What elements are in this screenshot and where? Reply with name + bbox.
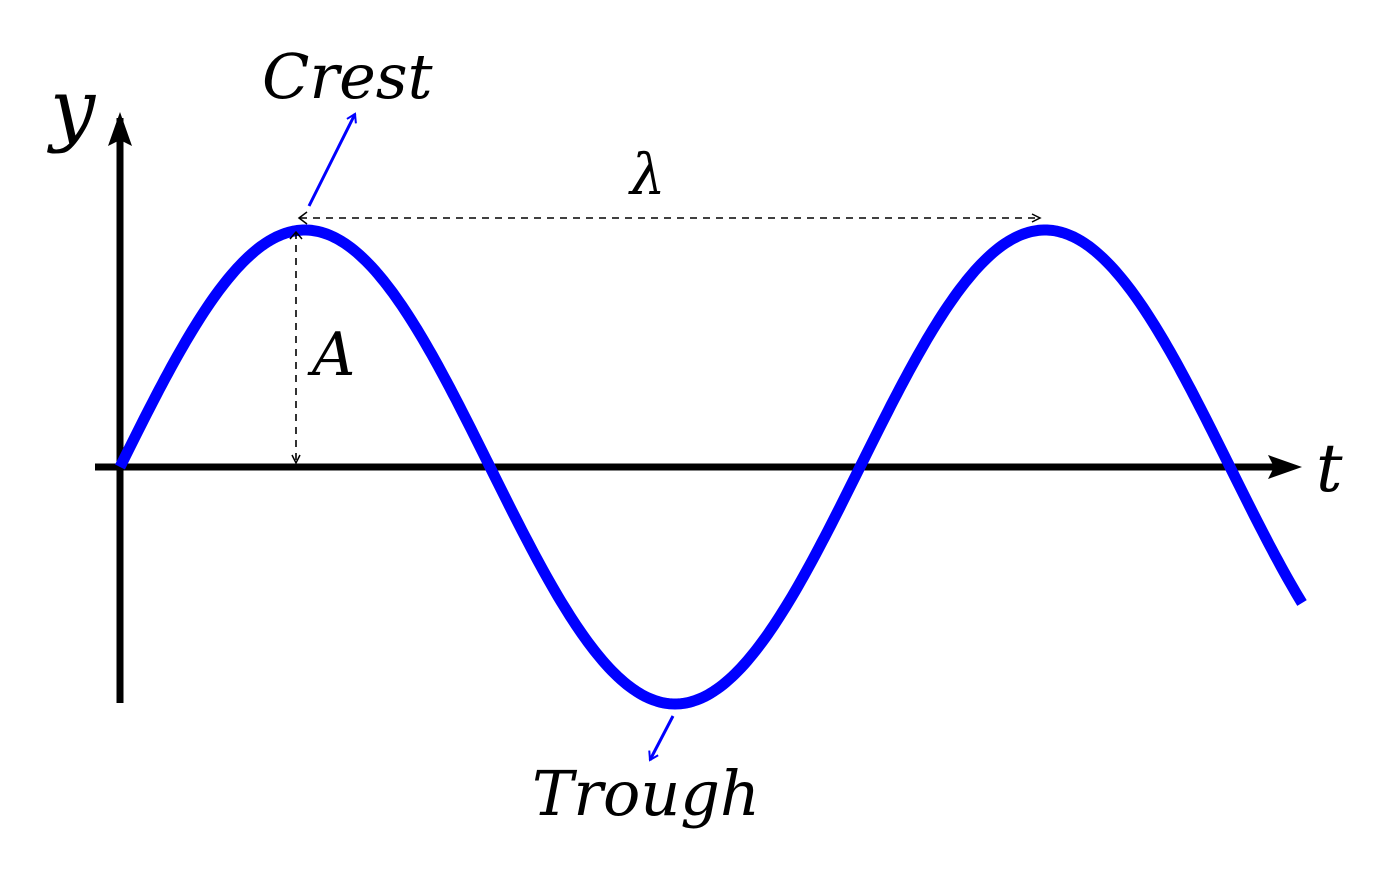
y-axis-label: y	[47, 62, 97, 155]
trough-label: Trough	[532, 757, 760, 830]
wavelength-start-tick	[297, 211, 308, 225]
trough-pointer-arrow	[648, 715, 675, 762]
t-axis-arrowhead	[1268, 455, 1302, 479]
amplitude-top-tick	[289, 230, 303, 240]
wavelength-label: λ	[628, 143, 666, 208]
amplitude-label: A	[307, 320, 355, 390]
crest-label: Crest	[262, 40, 433, 113]
sine-wave-curve	[115, 224, 1307, 710]
crest-pointer-arrow	[307, 112, 357, 207]
y-axis-arrowhead	[108, 112, 132, 146]
t-axis-label: t	[1316, 430, 1343, 507]
